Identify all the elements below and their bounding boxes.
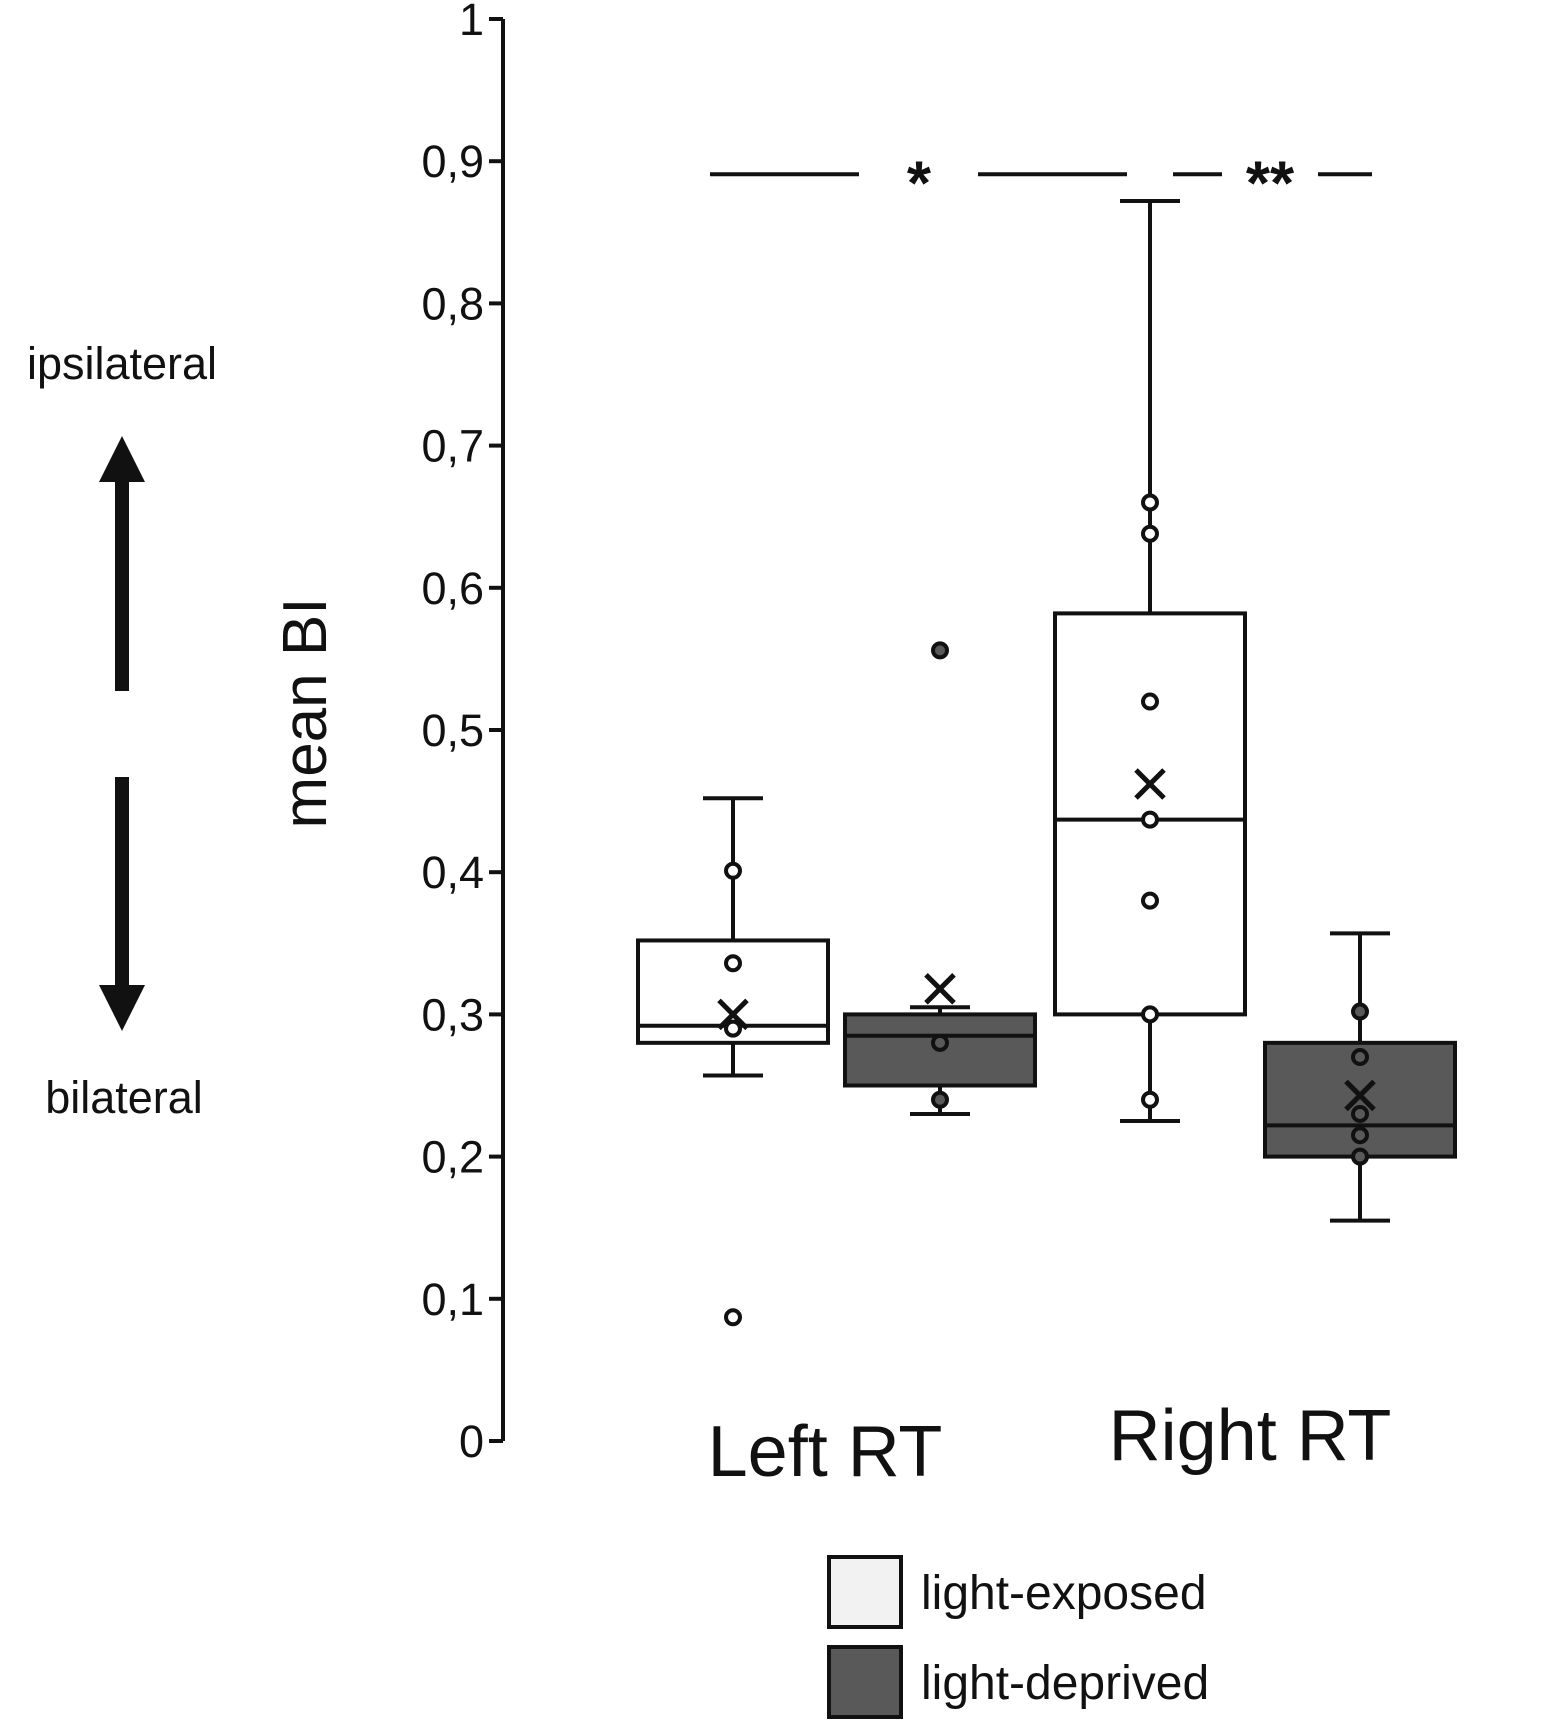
box-light-deprived-left-rt — [843, 641, 1037, 1116]
up-arrow-icon — [99, 436, 145, 482]
y-tick-label: 0,8 — [421, 278, 484, 329]
x-category-label: Right RT — [1109, 1396, 1392, 1476]
significance-marker: * — [907, 149, 932, 218]
data-point — [724, 1019, 742, 1038]
boxes — [636, 199, 1457, 1327]
y-axis-label: mean BI — [271, 598, 340, 829]
y-tick-label: 0,9 — [421, 136, 484, 187]
data-point — [1141, 1005, 1159, 1024]
legend-label: light-deprived — [921, 1657, 1209, 1710]
data-point — [724, 954, 742, 973]
data-point — [1141, 1090, 1159, 1109]
down-arrow-shaft — [115, 777, 129, 988]
up-arrow-shaft — [115, 480, 129, 691]
y-tick-label: 0,3 — [421, 989, 484, 1040]
data-point — [931, 1033, 949, 1052]
y-tick-label: 0,1 — [421, 1274, 484, 1325]
data-point — [1141, 493, 1159, 512]
data-point — [1141, 524, 1159, 543]
y-tick-label: 0,5 — [421, 705, 484, 756]
bilateral-label: bilateral — [45, 1072, 203, 1123]
y-tick-label: 0,7 — [421, 421, 484, 472]
data-point — [1351, 1048, 1369, 1067]
data-point — [724, 861, 742, 880]
legend-swatch — [827, 1555, 903, 1629]
y-tick-label: 0,2 — [421, 1132, 484, 1183]
data-point — [1141, 891, 1159, 910]
data-point — [1351, 1104, 1369, 1123]
box-light-deprived-right-rt — [1263, 931, 1457, 1223]
x-category-labels: Left RT Right RT — [708, 1396, 1392, 1492]
y-axis: 0 0,1 0,2 0,3 0,4 0,5 0,6 0,7 0,8 0,9 1 — [421, 0, 505, 1467]
data-point — [724, 1308, 742, 1327]
data-point — [931, 641, 949, 660]
data-point — [1351, 1147, 1369, 1166]
box-light-exposed-right-rt — [1053, 199, 1247, 1124]
mean-marker — [1134, 768, 1166, 800]
y-tick-label: 0 — [459, 1416, 484, 1467]
significance-annotations: * ** — [710, 149, 1372, 218]
data-point — [1351, 1126, 1369, 1145]
data-point — [1141, 692, 1159, 711]
data-point — [1351, 1002, 1369, 1021]
x-category-label: Left RT — [708, 1412, 943, 1492]
box-light-exposed-left-rt — [636, 796, 830, 1327]
legend: light-exposed light-deprived — [827, 1555, 1209, 1719]
ipsilateral-label: ipsilateral — [27, 338, 217, 389]
direction-indicator: ipsilateral bilateral — [27, 338, 217, 1123]
significance-marker: ** — [1246, 149, 1295, 218]
mean-marker — [717, 998, 749, 1031]
down-arrow-icon — [99, 985, 145, 1031]
y-tick-label: 0,4 — [421, 847, 484, 898]
legend-label: light-exposed — [921, 1567, 1207, 1620]
data-point — [1141, 810, 1159, 829]
data-point — [931, 1090, 949, 1109]
y-tick-label: 1 — [459, 0, 484, 45]
legend-swatch — [827, 1645, 903, 1719]
mean-marker — [1344, 1079, 1376, 1112]
y-axis-label-group: mean BI — [271, 598, 340, 829]
y-tick-label: 0,6 — [421, 563, 484, 614]
mean-marker — [924, 973, 956, 1005]
